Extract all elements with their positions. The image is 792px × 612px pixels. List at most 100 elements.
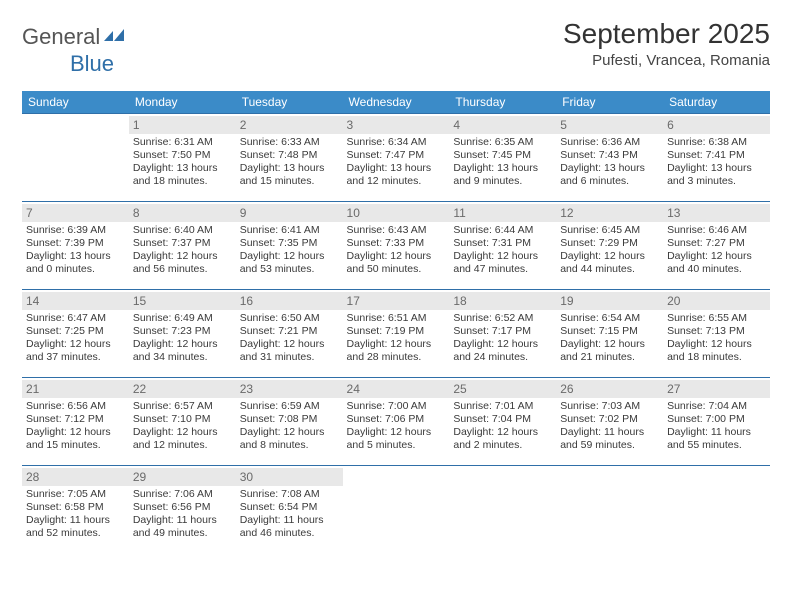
sunrise-line: Sunrise: 7:05 AM — [26, 488, 125, 501]
day-details: Sunrise: 7:01 AMSunset: 7:04 PMDaylight:… — [453, 400, 552, 453]
day-details: Sunrise: 6:50 AMSunset: 7:21 PMDaylight:… — [240, 312, 339, 365]
day-details: Sunrise: 6:55 AMSunset: 7:13 PMDaylight:… — [667, 312, 766, 365]
calendar-cell: 23Sunrise: 6:59 AMSunset: 7:08 PMDayligh… — [236, 378, 343, 466]
sunset-line: Sunset: 7:35 PM — [240, 237, 339, 250]
sunrise-line: Sunrise: 6:33 AM — [240, 136, 339, 149]
sunrise-line: Sunrise: 6:35 AM — [453, 136, 552, 149]
daylight-line-2: and 5 minutes. — [347, 439, 446, 452]
calendar-cell: 8 Sunrise: 6:40 AMSunset: 7:37 PMDaylight… — [129, 202, 236, 290]
daylight-line-2: and 56 minutes. — [133, 263, 232, 276]
day-details: Sunrise: 6:51 AMSunset: 7:19 PMDaylight:… — [347, 312, 446, 365]
daylight-line-2: and 47 minutes. — [453, 263, 552, 276]
calendar-cell: 4Sunrise: 6:35 AMSunset: 7:45 PMDaylight… — [449, 114, 556, 202]
calendar-cell: 20 Sunrise: 6:55 AMSunset: 7:13 PMDayligh… — [663, 290, 770, 378]
daylight-line-2: and 24 minutes. — [453, 351, 552, 364]
day-header-row: SundayMondayTuesdayWednesdayThursdayFrid… — [22, 91, 770, 114]
day-details: Sunrise: 7:05 AMSunset: 6:58 PMDaylight:… — [26, 488, 125, 541]
sunrise-line: Sunrise: 6:55 AM — [667, 312, 766, 325]
sunrise-line: Sunrise: 7:00 AM — [347, 400, 446, 413]
day-number: 30 — [236, 468, 343, 486]
daylight-line-2: and 12 minutes. — [347, 175, 446, 188]
sunrise-line: Sunrise: 6:43 AM — [347, 224, 446, 237]
calendar-cell: 27Sunrise: 7:04 AMSunset: 7:00 PMDayligh… — [663, 378, 770, 466]
sunset-line: Sunset: 7:48 PM — [240, 149, 339, 162]
sunset-line: Sunset: 6:56 PM — [133, 501, 232, 514]
sunrise-line: Sunrise: 6:49 AM — [133, 312, 232, 325]
sunrise-line: Sunrise: 6:50 AM — [240, 312, 339, 325]
daylight-line-2: and 49 minutes. — [133, 527, 232, 540]
daylight-line-1: Daylight: 12 hours — [133, 250, 232, 263]
day-details: Sunrise: 6:35 AMSunset: 7:45 PMDaylight:… — [453, 136, 552, 189]
calendar-cell: 16Sunrise: 6:50 AMSunset: 7:21 PMDayligh… — [236, 290, 343, 378]
sunrise-line: Sunrise: 6:34 AM — [347, 136, 446, 149]
sunrise-line: Sunrise: 7:06 AM — [133, 488, 232, 501]
daylight-line-2: and 0 minutes. — [26, 263, 125, 276]
daylight-line-2: and 52 minutes. — [26, 527, 125, 540]
calendar-cell: 10 Sunrise: 6:43 AMSunset: 7:33 PMDayligh… — [343, 202, 450, 290]
daylight-line-1: Daylight: 12 hours — [453, 250, 552, 263]
sunrise-line: Sunrise: 6:54 AM — [560, 312, 659, 325]
sunset-line: Sunset: 7:08 PM — [240, 413, 339, 426]
daylight-line-1: Daylight: 12 hours — [453, 338, 552, 351]
sunrise-line: Sunrise: 7:01 AM — [453, 400, 552, 413]
daylight-line-1: Daylight: 13 hours — [667, 162, 766, 175]
daylight-line-1: Daylight: 12 hours — [26, 426, 125, 439]
sunset-line: Sunset: 7:06 PM — [347, 413, 446, 426]
day-number: 22 — [129, 380, 236, 398]
daylight-line-1: Daylight: 11 hours — [240, 514, 339, 527]
brand-logo: General — [22, 24, 128, 50]
day-number: 26 — [556, 380, 663, 398]
calendar-row: 7Sunrise: 6:39 AMSunset: 7:39 PMDaylight… — [22, 202, 770, 290]
sunset-line: Sunset: 7:31 PM — [453, 237, 552, 250]
day-number: 1 — [129, 116, 236, 134]
calendar-cell: 14Sunrise: 6:47 AMSunset: 7:25 PMDayligh… — [22, 290, 129, 378]
calendar-cell: 24Sunrise: 7:00 AMSunset: 7:06 PMDayligh… — [343, 378, 450, 466]
day-number: 10 — [343, 204, 450, 222]
daylight-line-1: Daylight: 11 hours — [667, 426, 766, 439]
calendar-cell: 2Sunrise: 6:33 AMSunset: 7:48 PMDaylight… — [236, 114, 343, 202]
daylight-line-2: and 37 minutes. — [26, 351, 125, 364]
day-header: Thursday — [449, 91, 556, 114]
day-number: 8 — [129, 204, 236, 222]
day-number: 28 — [22, 468, 129, 486]
day-details: Sunrise: 6:45 AMSunset: 7:29 PMDaylight:… — [560, 224, 659, 277]
sunset-line: Sunset: 7:50 PM — [133, 149, 232, 162]
calendar-cell: 17Sunrise: 6:51 AMSunset: 7:19 PMDayligh… — [343, 290, 450, 378]
calendar-cell: 19Sunrise: 6:54 AMSunset: 7:15 PMDayligh… — [556, 290, 663, 378]
daylight-line-1: Daylight: 12 hours — [347, 338, 446, 351]
day-number: 2 — [236, 116, 343, 134]
calendar-cell: 5Sunrise: 6:36 AMSunset: 7:43 PMDaylight… — [556, 114, 663, 202]
daylight-line-2: and 15 minutes. — [240, 175, 339, 188]
calendar-cell — [663, 466, 770, 554]
daylight-line-1: Daylight: 13 hours — [26, 250, 125, 263]
day-details: Sunrise: 7:08 AMSunset: 6:54 PMDaylight:… — [240, 488, 339, 541]
daylight-line-2: and 55 minutes. — [667, 439, 766, 452]
sunrise-line: Sunrise: 6:56 AM — [26, 400, 125, 413]
day-number: 19 — [556, 292, 663, 310]
calendar-cell: 21Sunrise: 6:56 AMSunset: 7:12 PMDayligh… — [22, 378, 129, 466]
daylight-line-1: Daylight: 11 hours — [26, 514, 125, 527]
day-header: Friday — [556, 91, 663, 114]
day-number: 20 — [663, 292, 770, 310]
sunrise-line: Sunrise: 6:38 AM — [667, 136, 766, 149]
daylight-line-2: and 59 minutes. — [560, 439, 659, 452]
day-number: 27 — [663, 380, 770, 398]
calendar-table: SundayMondayTuesdayWednesdayThursdayFrid… — [22, 91, 770, 554]
day-number: 7 — [22, 204, 129, 222]
daylight-line-1: Daylight: 12 hours — [240, 338, 339, 351]
day-details: Sunrise: 6:43 AMSunset: 7:33 PMDaylight:… — [347, 224, 446, 277]
day-details: Sunrise: 6:36 AMSunset: 7:43 PMDaylight:… — [560, 136, 659, 189]
daylight-line-2: and 34 minutes. — [133, 351, 232, 364]
sunrise-line: Sunrise: 6:59 AM — [240, 400, 339, 413]
sunrise-line: Sunrise: 7:08 AM — [240, 488, 339, 501]
calendar-cell: 25Sunrise: 7:01 AMSunset: 7:04 PMDayligh… — [449, 378, 556, 466]
daylight-line-2: and 18 minutes. — [133, 175, 232, 188]
daylight-line-1: Daylight: 13 hours — [560, 162, 659, 175]
day-details: Sunrise: 6:40 AMSunset: 7:37 PMDaylight:… — [133, 224, 232, 277]
calendar-cell: 9Sunrise: 6:41 AMSunset: 7:35 PMDaylight… — [236, 202, 343, 290]
calendar-cell: 26Sunrise: 7:03 AMSunset: 7:02 PMDayligh… — [556, 378, 663, 466]
daylight-line-2: and 46 minutes. — [240, 527, 339, 540]
calendar-cell: 30 Sunrise: 7:08 AMSunset: 6:54 PMDayligh… — [236, 466, 343, 554]
daylight-line-2: and 12 minutes. — [133, 439, 232, 452]
day-number: 23 — [236, 380, 343, 398]
